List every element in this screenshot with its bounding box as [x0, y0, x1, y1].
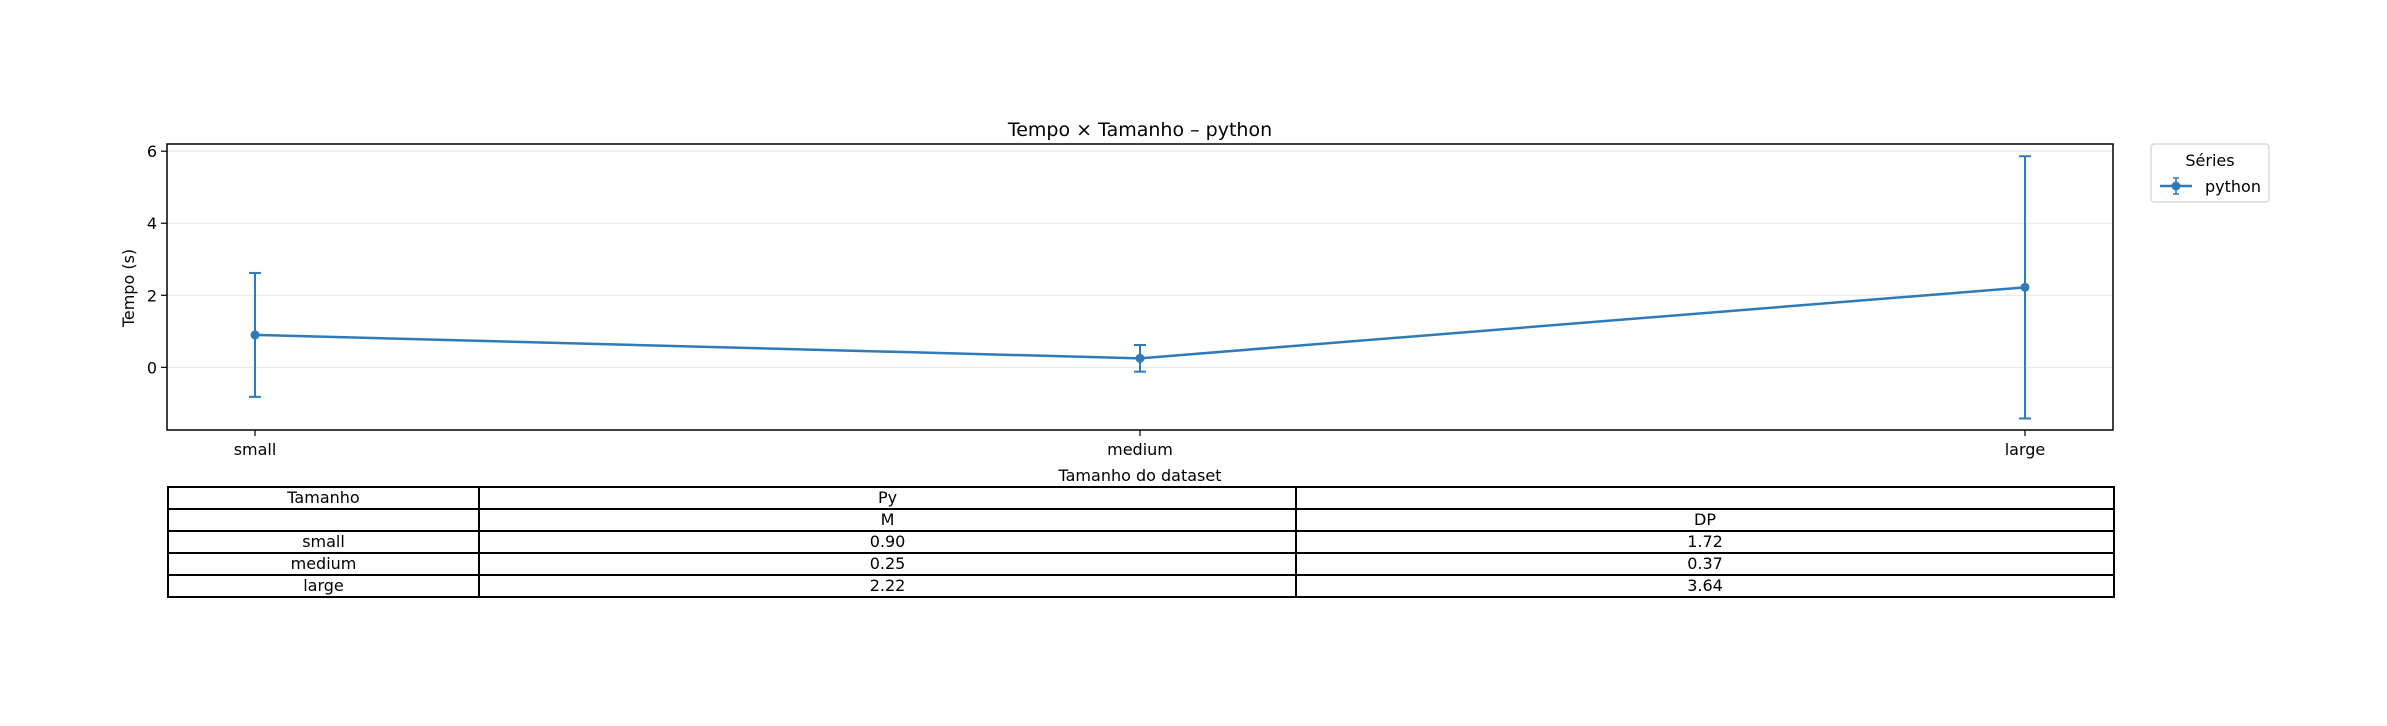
- x-tick-label: small: [234, 440, 277, 459]
- chart-title: Tempo × Tamanho – python: [1007, 119, 1272, 141]
- table-cell: 2.22: [478, 574, 1297, 598]
- legend-title: Séries: [2185, 151, 2234, 170]
- y-tick-label: 0: [147, 358, 157, 377]
- table-row: large 2.22 3.64: [167, 574, 2115, 598]
- table-header-cell: DP: [1295, 508, 2115, 532]
- table-cell: 1.72: [1295, 530, 2115, 554]
- legend-dot: [2171, 181, 2181, 191]
- y-axis: 0 2 4 6: [147, 142, 167, 377]
- table-subheader-row: M DP: [167, 508, 2115, 532]
- y-tick-label: 6: [147, 142, 157, 161]
- table-header-cell: [1295, 486, 2115, 510]
- table-header-row: Tamanho Py: [167, 486, 2115, 510]
- table-cell: medium: [167, 552, 480, 576]
- x-axis-title: Tamanho do dataset: [1058, 466, 1222, 485]
- table-cell: 0.25: [478, 552, 1297, 576]
- x-tick-label: large: [2005, 440, 2046, 459]
- table-cell: 3.64: [1295, 574, 2115, 598]
- series-layer: [249, 155, 2031, 420]
- x-axis: small medium large: [234, 430, 2046, 459]
- table-header-cell: M: [478, 508, 1297, 532]
- data-point: [250, 330, 260, 340]
- table-cell: 0.37: [1295, 552, 2115, 576]
- table-row: medium 0.25 0.37: [167, 552, 2115, 576]
- table-cell: large: [167, 574, 480, 598]
- y-tick-label: 2: [147, 286, 157, 305]
- data-point: [1135, 353, 1145, 363]
- x-tick-label: medium: [1107, 440, 1173, 459]
- table-header-cell: Tamanho: [167, 486, 480, 510]
- legend-marker: [2160, 177, 2192, 195]
- table-cell: 0.90: [478, 530, 1297, 554]
- data-point: [2020, 282, 2030, 292]
- plot-frame: [166, 143, 2114, 431]
- legend-box: [2150, 143, 2270, 203]
- y-axis-title: Tempo (s): [119, 249, 138, 328]
- data-table: Tamanho Py M DP small 0.90 1.72 medium 0…: [167, 486, 2115, 598]
- y-tick-label: 4: [147, 214, 157, 233]
- legend-label: python: [2205, 177, 2261, 196]
- table-header-cell: Py: [478, 486, 1297, 510]
- table-header-cell: [167, 508, 480, 532]
- grid: [167, 150, 2113, 368]
- legend: Séries python: [2150, 143, 2270, 203]
- table-cell: small: [167, 530, 480, 554]
- table-row: small 0.90 1.72: [167, 530, 2115, 554]
